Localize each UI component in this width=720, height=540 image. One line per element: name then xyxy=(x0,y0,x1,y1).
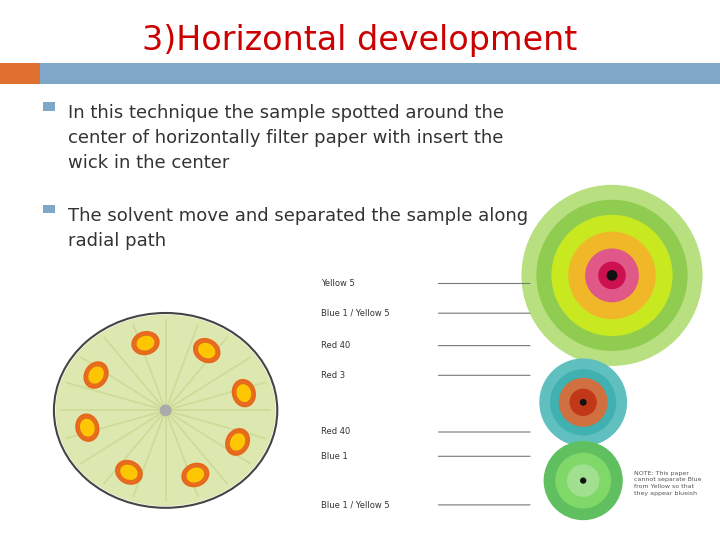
Circle shape xyxy=(608,271,616,280)
Ellipse shape xyxy=(84,362,108,388)
Ellipse shape xyxy=(237,385,251,401)
Circle shape xyxy=(581,478,585,483)
Ellipse shape xyxy=(81,420,94,436)
Text: Red 40: Red 40 xyxy=(321,428,351,436)
Ellipse shape xyxy=(187,468,204,482)
Circle shape xyxy=(580,400,586,405)
Text: Blue 1 / Yellow 5: Blue 1 / Yellow 5 xyxy=(321,501,390,509)
Circle shape xyxy=(559,379,607,426)
Ellipse shape xyxy=(230,434,245,450)
Text: NOTE: This paper
cannot separate Blue
from Yellow so that
they appear blueish: NOTE: This paper cannot separate Blue fr… xyxy=(634,471,701,496)
Text: Yellow 5: Yellow 5 xyxy=(321,279,355,288)
Circle shape xyxy=(522,186,702,365)
Ellipse shape xyxy=(121,465,137,479)
Ellipse shape xyxy=(226,429,249,455)
FancyBboxPatch shape xyxy=(0,63,40,84)
Ellipse shape xyxy=(56,315,275,505)
Ellipse shape xyxy=(132,332,159,355)
Circle shape xyxy=(552,215,672,335)
Circle shape xyxy=(569,232,655,319)
Ellipse shape xyxy=(89,367,103,383)
Circle shape xyxy=(540,359,626,446)
Circle shape xyxy=(544,442,622,519)
Text: 3)Horizontal development: 3)Horizontal development xyxy=(143,24,577,57)
Text: Red 3: Red 3 xyxy=(321,371,346,380)
Circle shape xyxy=(556,454,611,508)
Circle shape xyxy=(586,249,638,302)
Circle shape xyxy=(551,370,616,435)
Circle shape xyxy=(161,405,171,416)
Ellipse shape xyxy=(116,461,142,484)
FancyBboxPatch shape xyxy=(43,205,55,213)
Ellipse shape xyxy=(199,343,215,357)
FancyBboxPatch shape xyxy=(43,102,55,111)
Ellipse shape xyxy=(138,336,154,350)
Circle shape xyxy=(567,465,599,496)
Circle shape xyxy=(537,200,687,350)
Ellipse shape xyxy=(233,380,256,407)
Text: Blue 1 / Yellow 5: Blue 1 / Yellow 5 xyxy=(321,309,390,318)
FancyBboxPatch shape xyxy=(40,63,720,84)
Ellipse shape xyxy=(182,463,209,487)
Text: Red 40: Red 40 xyxy=(321,341,351,350)
Circle shape xyxy=(570,389,596,415)
Text: Blue 1: Blue 1 xyxy=(321,452,348,461)
Ellipse shape xyxy=(194,339,220,362)
Text: The solvent move and separated the sample along
radial path: The solvent move and separated the sampl… xyxy=(68,207,528,250)
Text: In this technique the sample spotted around the
center of horizontally filter pa: In this technique the sample spotted aro… xyxy=(68,104,505,172)
Circle shape xyxy=(599,262,625,288)
Ellipse shape xyxy=(76,414,99,441)
